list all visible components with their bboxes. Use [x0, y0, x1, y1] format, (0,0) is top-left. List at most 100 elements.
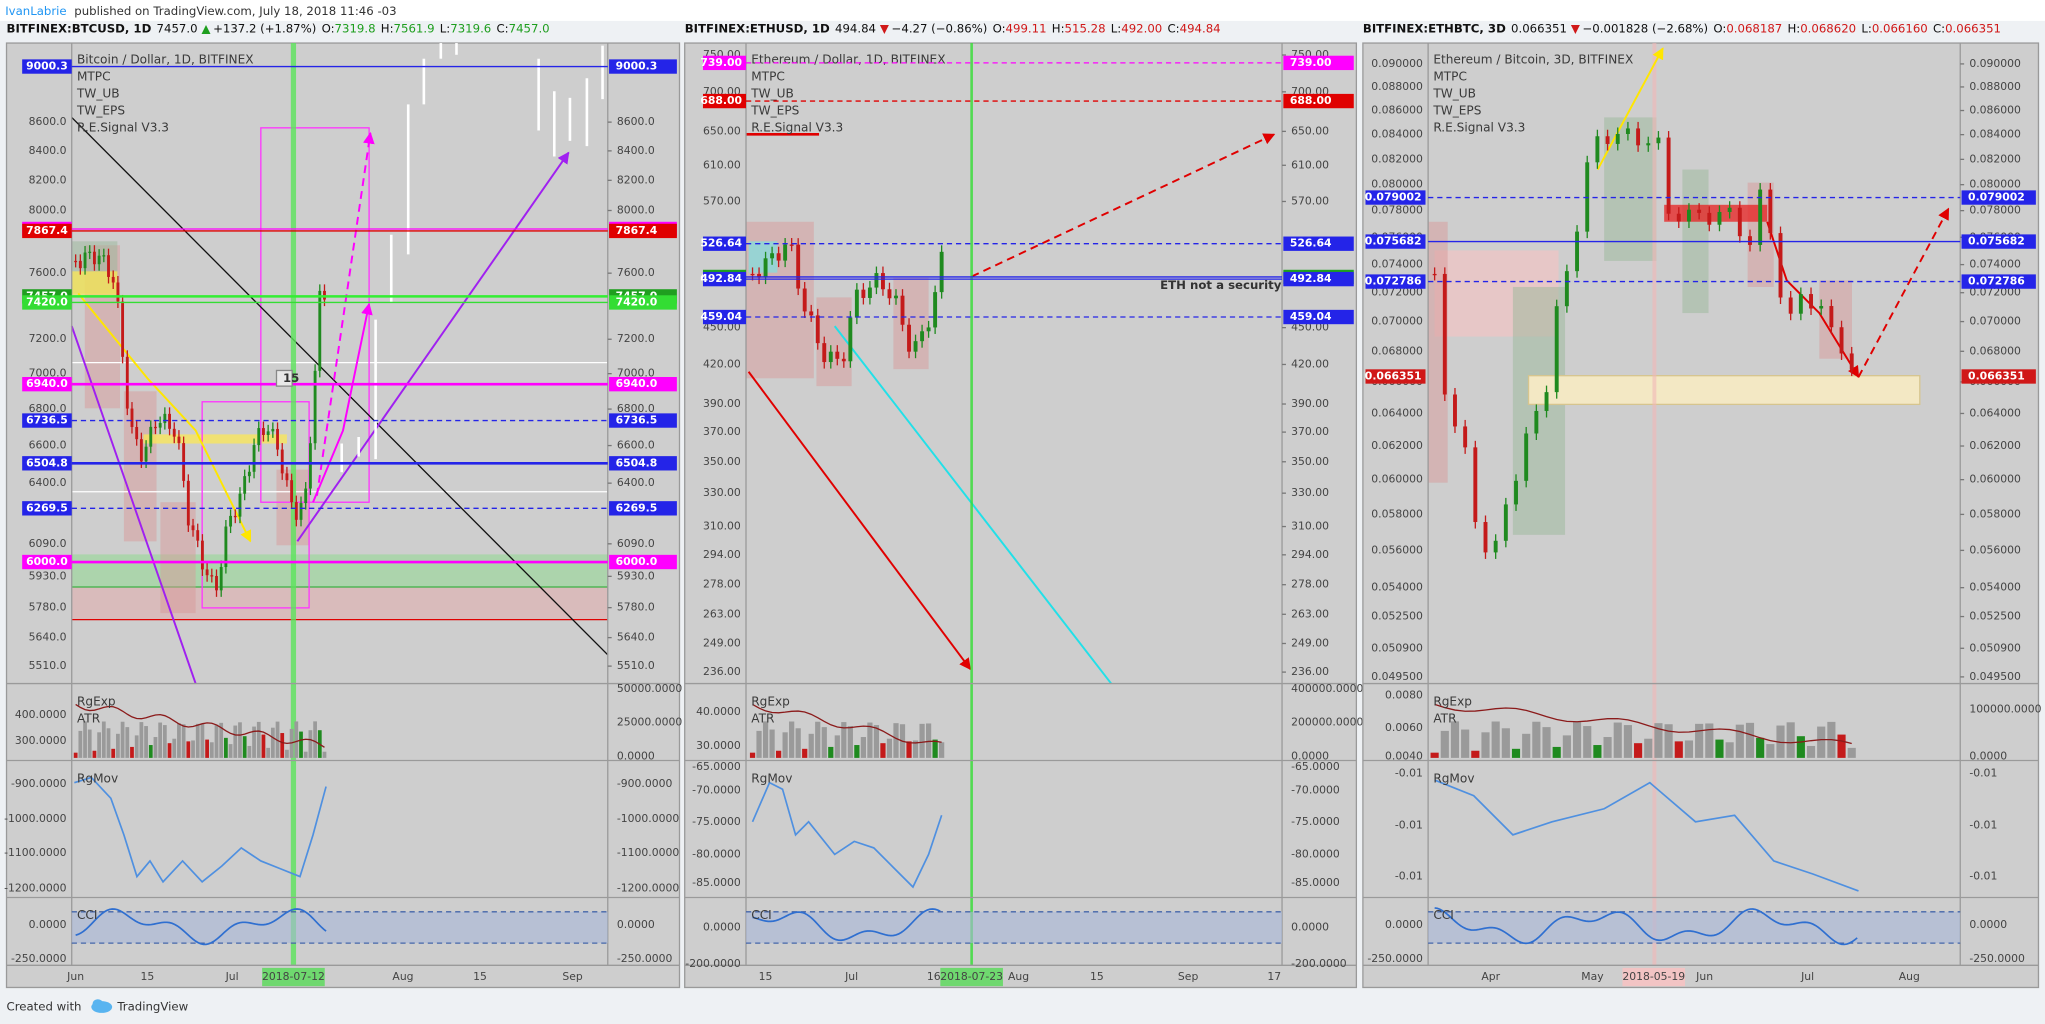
price-tag-label: 688.00 [700, 94, 742, 107]
price-tick-label: 370.00 [1291, 425, 1329, 438]
price-tick-label: 7600.0 [617, 266, 655, 279]
symbol-line: BITFINEX:ETHUSD, 1D 494.84 ▼ −4.27 (−0.86%)… [685, 21, 1221, 35]
candle-body [125, 356, 129, 409]
indicator-label: RgExp [77, 694, 116, 708]
volume-bar [1644, 738, 1653, 758]
rgmov-tick-label: -900.0000 [617, 777, 673, 790]
date-line [1652, 43, 1657, 966]
ohlc-value: 0.068620 [1800, 21, 1856, 35]
candle-body [257, 428, 261, 446]
cci-band [746, 911, 1283, 944]
candle-body [1483, 522, 1488, 553]
chart-panel: BITFINEX:ETHBTC, 3D 0.066351 ▼ −0.001828 (−… [1362, 21, 2042, 989]
purple-line [70, 325, 197, 684]
price-tick-label: 294.00 [1291, 548, 1329, 561]
volume-bar [1613, 722, 1622, 758]
price-tick-label: 6800.0 [617, 402, 655, 415]
price-tag [1961, 274, 2036, 289]
price-tag-label: 9000.3 [616, 60, 658, 73]
ohlc-value: 7319.8 [335, 21, 376, 35]
time-tick-label: 15 [473, 970, 487, 983]
volume-bar [242, 736, 247, 758]
candle-body [1554, 306, 1559, 393]
volume-bar [1654, 723, 1663, 758]
time-marker [940, 967, 1003, 987]
legend-line: Ethereum / Bitcoin, 3D, BITFINEX [1433, 53, 1633, 67]
price-tick-label: 650.00 [703, 124, 741, 137]
price-tag [609, 413, 677, 428]
candle-body [1473, 447, 1478, 523]
brand-link[interactable]: TradingView [116, 1000, 188, 1014]
rgmov-tick-label: -0.01 [1969, 870, 1997, 883]
volume-bar [789, 721, 795, 758]
price-tick-label: 7000.0 [617, 367, 655, 380]
volume-bar [886, 738, 893, 758]
candle-body [835, 351, 840, 359]
price-tick-label: 570.00 [703, 194, 741, 207]
volume-bar [87, 729, 92, 758]
price-tag-label: 6736.5 [616, 414, 658, 427]
author-link[interactable]: IvanLabrie [5, 4, 66, 18]
volume-bar [111, 748, 116, 758]
ohlc-value: 499.11 [1006, 21, 1047, 35]
indicator-label: ATR [1433, 711, 1457, 725]
volume-bar [1471, 750, 1480, 758]
volume-bar [1756, 737, 1765, 758]
candle-body [247, 471, 251, 477]
volume-bar [256, 721, 261, 758]
volume-bar [1796, 736, 1805, 758]
footer: Created with TradingView [7, 999, 189, 1014]
price-tag [1961, 234, 2036, 249]
price-tag-label: 459.04 [1290, 310, 1332, 323]
cci-tick-label: 0.0000 [1969, 918, 2007, 931]
change: −0.001828 (−2.68%) [1582, 21, 1708, 35]
ohlc-value: 0.066160 [1872, 21, 1928, 35]
price-tick-label: 0.088000 [1969, 80, 2021, 93]
price-tick-label: 263.00 [703, 607, 741, 620]
price-tick-label: 0.090000 [1371, 57, 1423, 70]
rgmov-tick-label: -0.01 [1969, 819, 1997, 832]
volume-bar [97, 732, 101, 758]
ohlc-value: 0.068187 [1726, 21, 1782, 35]
indicator-label: CCI [77, 908, 98, 922]
price-tick-label: 350.00 [1291, 455, 1329, 468]
range-box [1819, 280, 1852, 359]
price-tag [702, 309, 747, 325]
legend-line: Bitcoin / Dollar, 1D, BITFINEX [77, 53, 254, 67]
candle-body [1758, 189, 1763, 245]
price-tick-label: 5930.0 [617, 569, 655, 582]
time-tick-label: 15 [1090, 970, 1104, 983]
volume-bar [181, 724, 186, 758]
volume-bar [925, 723, 932, 758]
volume-bar [1450, 721, 1460, 758]
price-tick-label: 0.086000 [1969, 104, 2021, 117]
candle-body [854, 289, 859, 318]
volume-bar [134, 735, 139, 758]
candle-body [294, 502, 298, 520]
price-tick-label: 236.00 [1291, 665, 1329, 678]
candle-body [200, 540, 204, 570]
candle-body [907, 324, 911, 352]
ohlc-value: 7319.6 [450, 21, 491, 35]
volume-bar [854, 745, 860, 758]
price-tag-label: 6269.5 [26, 501, 68, 514]
price-tick-label: 6090.0 [617, 537, 655, 550]
legend-line: TW_EPS [750, 103, 799, 117]
price-tick-label: 249.00 [1291, 636, 1329, 649]
volume-bar [285, 749, 289, 758]
candle-body [313, 370, 317, 444]
red-dashed-arrow [1857, 207, 1950, 378]
candle-body [920, 331, 925, 342]
cci-tick-label: 0.0000 [617, 918, 655, 931]
price-tag [1365, 190, 1426, 205]
volume-bar [167, 743, 172, 758]
candle-body [1676, 213, 1681, 222]
panel-background [684, 42, 1358, 989]
change: +137.2 (+1.87%) [213, 21, 316, 35]
ohlc-label: O: [993, 21, 1006, 35]
volume-tick-label: 50000.0000 [617, 682, 682, 695]
price-tick-label: 0.056000 [1969, 543, 2021, 556]
price-tick-label: 0.062000 [1969, 439, 2021, 452]
